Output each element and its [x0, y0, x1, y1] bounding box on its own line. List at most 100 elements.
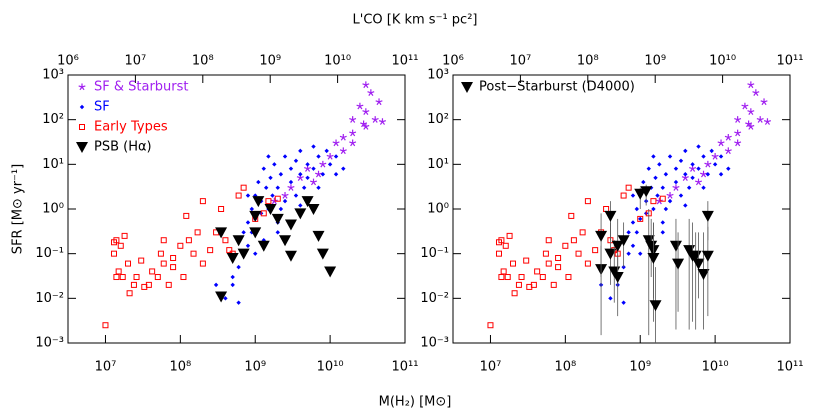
diamond-point [678, 193, 684, 198]
triangle-point [669, 240, 682, 252]
square-point [515, 281, 522, 288]
square-point [510, 260, 517, 267]
star-point [339, 147, 347, 155]
square-point [113, 237, 120, 244]
x2-tick-label: 10⁸ [192, 54, 214, 69]
square-point [194, 229, 201, 236]
diamond-point [660, 230, 665, 235]
diamond-point [241, 230, 246, 235]
square-point [240, 184, 247, 191]
star-point [315, 170, 323, 178]
square-point [625, 184, 632, 191]
diamond-point [667, 154, 673, 159]
top-axis-label: L'CO [K km s⁻¹ pc²] [353, 13, 478, 28]
diamond-point [657, 162, 662, 167]
diamond-point [261, 166, 266, 171]
star-point [309, 178, 318, 186]
x-tick-label: 10¹⁰ [317, 360, 344, 375]
square-point [603, 206, 610, 212]
square-point [160, 237, 167, 244]
square-point [502, 242, 509, 249]
star-point [666, 192, 674, 199]
diamond-point [718, 154, 724, 159]
square-point [170, 264, 177, 271]
star-point [763, 118, 771, 125]
legend-label: SF & Starburst [94, 80, 189, 95]
square-point [498, 274, 505, 281]
diamond-point [236, 264, 241, 270]
star-point [756, 116, 764, 123]
star-point [270, 197, 278, 205]
diamond-point [630, 243, 636, 249]
triangle-point [617, 235, 630, 247]
legend-symbol [76, 142, 88, 153]
diamond-point [316, 154, 321, 159]
x-tick-label: 10⁹ [629, 360, 651, 375]
diamond-point [327, 162, 333, 167]
square-point [115, 268, 122, 275]
diamond-point [266, 154, 271, 159]
diamond-point [298, 172, 303, 177]
triangle-point [683, 245, 696, 257]
diamond-point [270, 193, 275, 198]
legend-label: SF [94, 100, 110, 115]
square-point [584, 260, 591, 267]
square-point [555, 264, 562, 271]
y-tick-label: 10³ [42, 68, 64, 83]
x-tick-label: 10⁸ [554, 360, 576, 375]
square-point [180, 274, 187, 281]
square-point [498, 237, 505, 244]
triangle-point [252, 196, 265, 208]
triangle-point [249, 227, 262, 239]
y-tick-label: 10³ [427, 68, 449, 83]
diamond-point [278, 206, 284, 212]
square-point [511, 290, 518, 297]
square-point [570, 237, 577, 244]
triangle-point [257, 240, 270, 252]
diamond-point [673, 166, 679, 171]
diamond-point [705, 172, 711, 177]
diamond-point [630, 193, 636, 198]
star-point [711, 152, 719, 160]
x2-tick-label: 10¹⁰ [324, 54, 351, 69]
diamond-point [288, 166, 294, 171]
y-tick-label: 10⁻³ [35, 336, 64, 351]
star-point [362, 108, 370, 115]
diamond-point [626, 230, 631, 235]
diamond-point [245, 243, 251, 249]
diamond-point [709, 148, 714, 154]
triangle-point [279, 235, 292, 247]
square-point [545, 237, 552, 244]
diamond-point [701, 154, 706, 159]
star-point [747, 81, 755, 89]
square-point [226, 247, 233, 254]
plot-frame [67, 74, 406, 344]
x2-tick-label: 10⁷ [125, 54, 147, 69]
diamond-point [660, 185, 665, 190]
square-point [659, 195, 666, 202]
star-point [349, 139, 357, 147]
legend-symbol [79, 124, 85, 130]
diamond-point [690, 162, 695, 167]
diamond-point [305, 175, 310, 180]
star-point [741, 102, 749, 110]
triangle-point [232, 235, 245, 247]
star-point [704, 160, 712, 168]
x2-tick-label: 10¹¹ [392, 54, 419, 69]
y-tick-label: 10² [427, 112, 449, 127]
bottom-axis-label: M(H₂) [M⊙] [379, 395, 452, 410]
diamond-point [230, 274, 235, 280]
triangle-point [701, 250, 714, 262]
square-point [160, 260, 167, 267]
x-tick-label: 10¹¹ [392, 360, 419, 375]
triangle-point [249, 210, 262, 222]
star-point [339, 133, 347, 141]
diamond-point [320, 172, 326, 177]
square-point [149, 268, 156, 275]
triangle-point [604, 210, 617, 222]
square-point [222, 237, 229, 244]
square-point [177, 242, 184, 249]
diamond-point [634, 206, 640, 212]
star-point [356, 102, 364, 110]
